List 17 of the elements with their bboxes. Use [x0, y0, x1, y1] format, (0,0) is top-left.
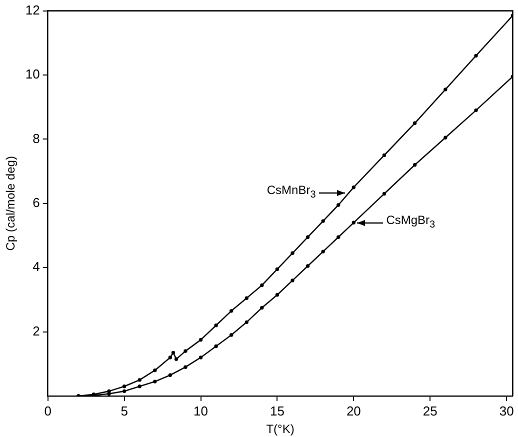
x-tick-label: 10	[194, 403, 208, 418]
x-axis-title: T(°K)	[266, 422, 294, 436]
y-tick-label: 12	[25, 2, 40, 18]
y-tick-label: 8	[32, 130, 40, 146]
x-tick-label: 20	[346, 403, 361, 418]
annotation: CsMgBr$_{3}$	[386, 212, 436, 232]
x-tick-label: 15	[270, 403, 284, 418]
y-tick-label: 6	[32, 194, 40, 210]
y-tick-label: 4	[32, 259, 40, 274]
x-tick-label: 30	[499, 403, 514, 418]
y-tick-label: 10	[25, 66, 40, 82]
y-tick-label: 2	[32, 323, 40, 338]
annotation: CsMnBr$_{3}$	[266, 183, 316, 202]
x-tick-label: 25	[422, 403, 438, 418]
x-tick-label: 0	[44, 403, 52, 418]
y-axis-title: Cp (cal/mole deg)	[4, 156, 18, 251]
x-tick-label: 5	[120, 403, 128, 418]
